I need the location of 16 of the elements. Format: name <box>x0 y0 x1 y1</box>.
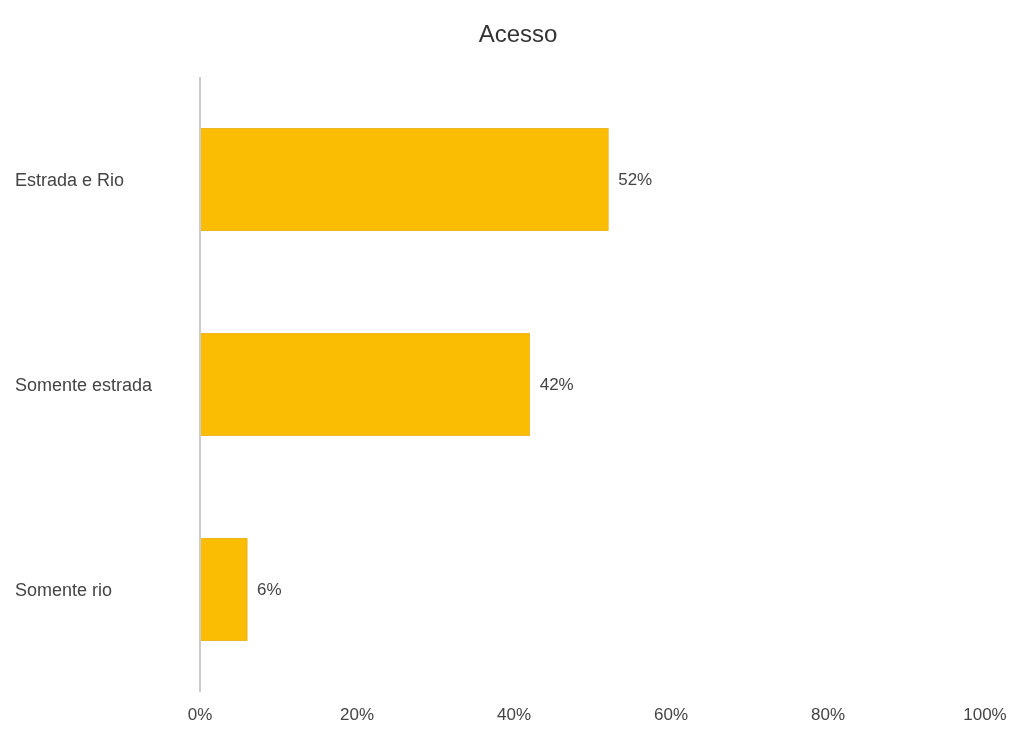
x-tick-label: 0% <box>187 705 213 724</box>
x-tick-label: 40% <box>496 705 532 724</box>
y-tick-label: Somente estrada <box>15 374 154 395</box>
y-tick-label: Somente rio <box>15 579 113 600</box>
bar <box>199 128 609 231</box>
x-tick-label: 100% <box>963 705 1007 724</box>
data-label: 52% <box>618 170 653 190</box>
bar <box>199 333 530 436</box>
data-label: 42% <box>539 375 574 395</box>
y-tick-label: Estrada e Rio <box>15 169 125 190</box>
x-tick-label: 80% <box>810 705 846 724</box>
chart-title: Acesso <box>478 20 558 47</box>
x-tick-label: 20% <box>339 705 375 724</box>
bar <box>199 538 248 641</box>
data-label: 6% <box>257 580 282 600</box>
x-tick-label: 60% <box>653 705 689 724</box>
